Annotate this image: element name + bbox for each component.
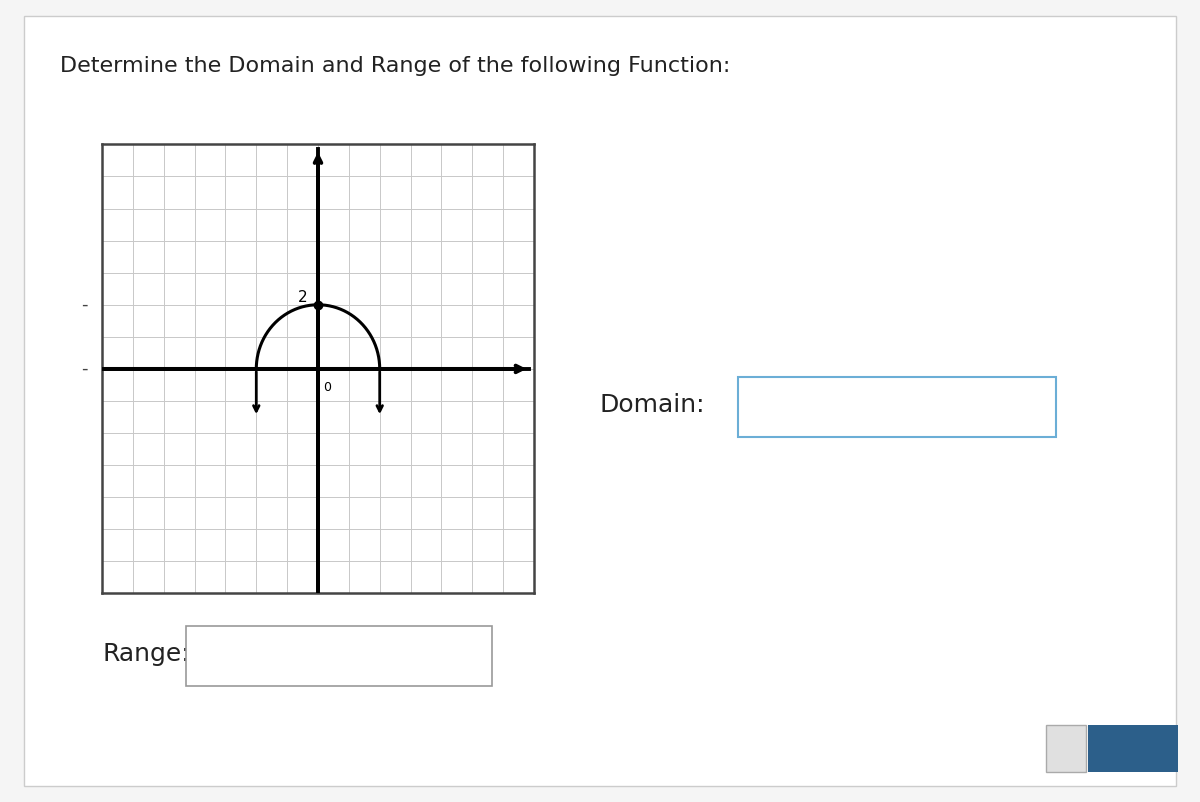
- Text: ◄: ◄: [1061, 741, 1072, 755]
- Text: Determine the Domain and Range of the following Function:: Determine the Domain and Range of the fo…: [60, 56, 731, 76]
- Text: Range:: Range:: [102, 642, 190, 666]
- Text: 2: 2: [298, 290, 307, 305]
- Text: -: -: [82, 296, 88, 314]
- Text: -: -: [82, 360, 88, 378]
- Text: Domain:: Domain:: [600, 393, 706, 417]
- Text: 0: 0: [323, 382, 331, 395]
- Text: Next ►: Next ►: [1102, 739, 1165, 757]
- Text: ∧
∨: ∧ ∨: [1042, 393, 1051, 417]
- Text: ∧
∨: ∧ ∨: [475, 642, 485, 666]
